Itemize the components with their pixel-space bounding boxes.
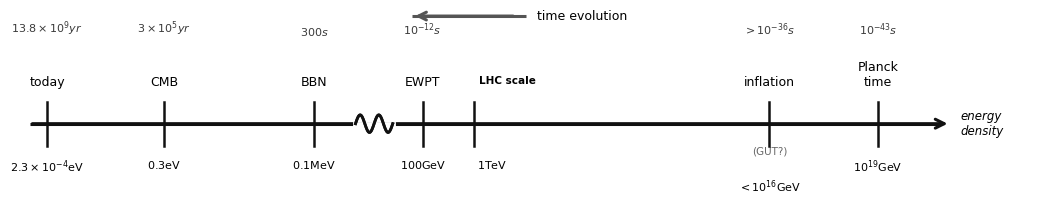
Text: inflation: inflation (744, 76, 795, 89)
Text: Planck
time: Planck time (857, 61, 899, 89)
Text: $10^{19}\mathrm{GeV}$: $10^{19}\mathrm{GeV}$ (853, 159, 903, 175)
Text: $> 10^{-36}s$: $> 10^{-36}s$ (743, 21, 796, 38)
Text: $1\mathrm{TeV}$: $1\mathrm{TeV}$ (477, 159, 507, 171)
Text: LHC scale: LHC scale (479, 76, 535, 86)
Text: energy
density: energy density (961, 110, 1004, 138)
Text: BBN: BBN (301, 76, 327, 89)
Text: $0.3\mathrm{eV}$: $0.3\mathrm{eV}$ (148, 159, 181, 171)
Text: $3 \times 10^{5}yr$: $3 \times 10^{5}yr$ (137, 19, 191, 38)
Text: $2.3 \times 10^{-4}\mathrm{eV}$: $2.3 \times 10^{-4}\mathrm{eV}$ (10, 159, 84, 175)
Text: $10^{-12}s$: $10^{-12}s$ (403, 21, 442, 38)
Text: $0.1\mathrm{MeV}$: $0.1\mathrm{MeV}$ (292, 159, 336, 171)
Text: today: today (29, 76, 65, 89)
Text: CMB: CMB (150, 76, 178, 89)
Text: time evolution: time evolution (536, 10, 627, 23)
Text: $300s$: $300s$ (299, 26, 328, 38)
Text: $100\mathrm{GeV}$: $100\mathrm{GeV}$ (400, 159, 446, 171)
Text: (GUT?): (GUT?) (751, 147, 787, 157)
Text: $10^{-43}s$: $10^{-43}s$ (858, 21, 898, 38)
Text: $13.8 \times 10^{9}yr$: $13.8 \times 10^{9}yr$ (11, 19, 83, 38)
Text: EWPT: EWPT (405, 76, 441, 89)
Text: $< 10^{16}\mathrm{GeV}$: $< 10^{16}\mathrm{GeV}$ (738, 179, 801, 195)
